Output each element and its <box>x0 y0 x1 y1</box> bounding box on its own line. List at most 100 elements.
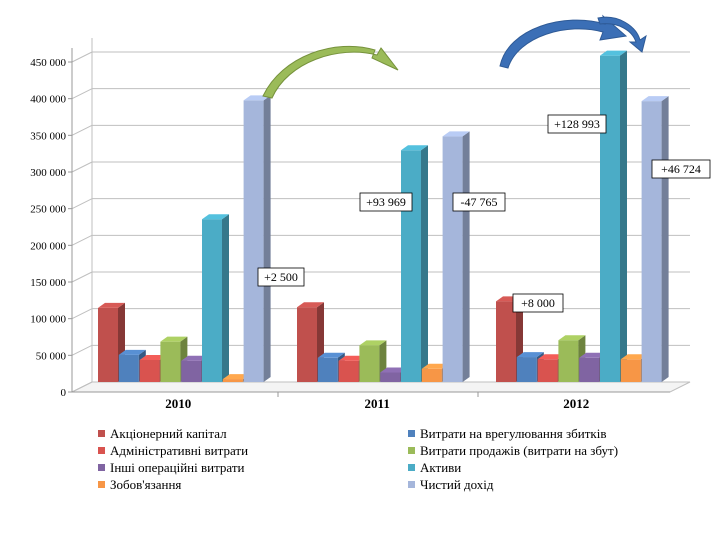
y-tick-label: 150 000 <box>30 277 66 289</box>
gridline-diag <box>71 381 93 393</box>
bar <box>401 145 428 382</box>
bar-top <box>579 352 607 358</box>
gridline-diag <box>71 198 93 210</box>
bar-top <box>359 340 387 346</box>
bar-top <box>641 96 669 102</box>
y-tick-label: 0 <box>61 387 67 399</box>
legend-label: Чистий дохід <box>420 477 494 492</box>
bar-top <box>317 352 345 358</box>
bar-top <box>222 374 250 380</box>
svg-text:+46 724: +46 724 <box>661 162 701 176</box>
y-tick-label: 400 000 <box>30 94 66 106</box>
svg-text:+128 993: +128 993 <box>554 117 600 131</box>
floor-plane <box>71 381 691 393</box>
bar-front <box>558 340 579 382</box>
bar-front <box>421 368 442 382</box>
bar-top <box>380 367 408 373</box>
bar-front <box>98 307 118 382</box>
svg-text:+93 969: +93 969 <box>366 195 406 209</box>
bar-side <box>462 131 470 382</box>
bar-top <box>181 355 209 361</box>
x-axis: 2010 2011 2012 <box>72 391 670 411</box>
annotation-label: +8 000 <box>512 293 564 313</box>
annotation-label: -47 765 <box>452 192 506 212</box>
bar-top <box>600 50 627 56</box>
bar-top <box>338 355 366 361</box>
bar-front <box>139 360 160 382</box>
bar-front <box>380 372 401 382</box>
bar-front <box>641 101 662 382</box>
bars <box>98 50 669 383</box>
legend-label: Витрати продажів (витрати на збут) <box>420 443 618 458</box>
y-tick-label: 200 000 <box>30 240 66 252</box>
legend-item: Витрати на врегулювання збитків <box>408 426 606 441</box>
legend-swatch <box>98 481 105 488</box>
bar-side <box>222 214 229 382</box>
y-tick-label: 50 000 <box>36 350 67 362</box>
legend-swatch <box>408 481 415 488</box>
gridline-diag <box>71 124 93 136</box>
bar <box>359 340 387 382</box>
bar-top <box>98 302 125 308</box>
bar-top <box>421 363 449 369</box>
x-category-label: 2011 <box>365 396 390 411</box>
bar-top <box>139 355 167 360</box>
bar-front <box>181 360 202 382</box>
y-tick-label: 350 000 <box>30 130 66 142</box>
legend-item: Активи <box>408 460 461 475</box>
bar-front <box>496 301 516 382</box>
bar-top <box>442 131 470 137</box>
bar-front <box>222 379 243 382</box>
bar-top <box>516 352 544 358</box>
bar-top <box>558 335 586 341</box>
x-category-label: 2010 <box>165 396 191 411</box>
bar-top <box>202 214 229 220</box>
legend-label: Адміністративні витрати <box>110 443 248 458</box>
blue-arrow-1 <box>499 14 628 69</box>
bar-front <box>537 359 558 382</box>
x-category-label: 2012 <box>563 396 589 411</box>
legend-swatch <box>408 464 415 471</box>
svg-text:+2 500: +2 500 <box>264 270 298 284</box>
bar-front <box>359 345 380 382</box>
legend-item: Адміністративні витрати <box>98 443 248 458</box>
legend-item: Інші операційні витрати <box>98 460 245 475</box>
y-tick-label: 250 000 <box>30 204 66 216</box>
legend-swatch <box>98 447 105 454</box>
bar-front <box>202 219 222 382</box>
legend-label: Витрати на врегулювання збитків <box>420 426 606 441</box>
trend-arrows <box>262 14 647 99</box>
gridline-diag <box>71 161 93 173</box>
legend-swatch <box>98 430 105 437</box>
gridline-diag <box>71 234 93 246</box>
bar-top <box>401 145 428 151</box>
legend-label: Інші операційні витрати <box>110 460 245 475</box>
bar-front <box>600 55 620 383</box>
bar-front <box>297 307 317 382</box>
legend-swatch <box>408 447 415 454</box>
svg-text:-47 765: -47 765 <box>461 195 498 209</box>
y-tick-label: 100 000 <box>30 314 66 326</box>
bar <box>243 95 271 383</box>
bar-front <box>160 341 181 382</box>
green-arrow <box>262 45 399 99</box>
legend-swatch <box>408 430 415 437</box>
annotation-label: +2 500 <box>257 267 305 287</box>
y-tick-label: 300 000 <box>30 167 66 179</box>
bar <box>338 355 366 382</box>
bar-top <box>537 354 565 360</box>
bar-top <box>620 354 648 360</box>
bar-front <box>338 360 359 382</box>
legend-swatch <box>98 464 105 471</box>
bar-side <box>421 145 428 382</box>
bar-side <box>661 96 669 382</box>
bar <box>641 96 669 382</box>
bar-front <box>401 150 421 382</box>
bar-front <box>243 100 264 383</box>
y-tick-label: 450 000 <box>30 57 66 69</box>
bar <box>160 336 188 382</box>
gridline-diag <box>71 51 93 63</box>
legend-label: Акціонерний капітал <box>110 426 227 441</box>
svg-text:+8 000: +8 000 <box>521 296 555 310</box>
